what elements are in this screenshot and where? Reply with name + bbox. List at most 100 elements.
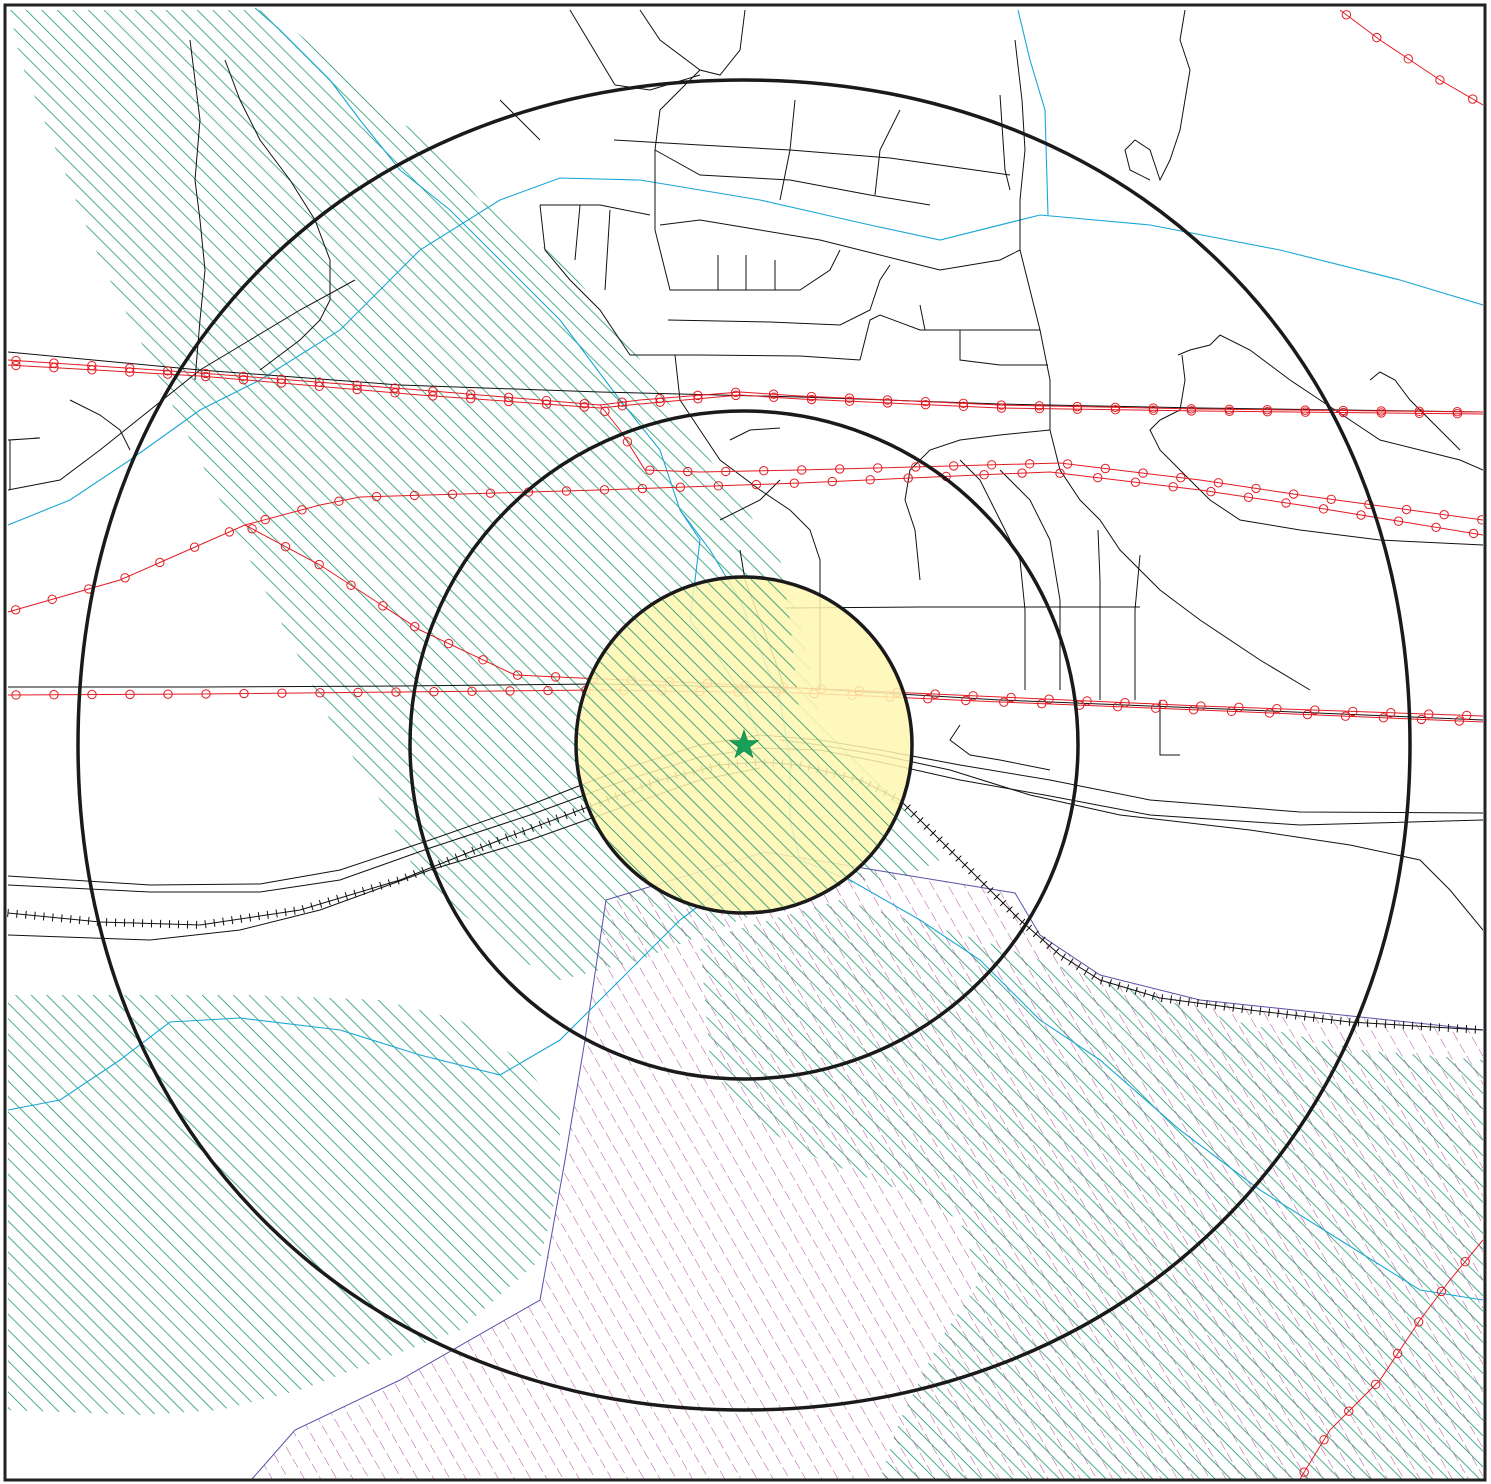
power-line-symbol: [390, 388, 400, 398]
railway-tie: [1348, 1017, 1351, 1026]
railway-tie: [387, 879, 392, 888]
power-line-symbol: [645, 465, 655, 475]
railway-tie: [1339, 1016, 1342, 1025]
railway-tie: [1108, 979, 1112, 988]
road: [7, 437, 41, 490]
stream: [7, 177, 1483, 526]
power-line-symbol: [1462, 710, 1472, 721]
road: [719, 479, 781, 521]
railway-tie: [1295, 1011, 1297, 1020]
railway-tie: [446, 856, 451, 865]
railway-tie: [257, 912, 260, 921]
power-line-symbol: [882, 398, 893, 408]
power-line-symbol: [579, 402, 590, 412]
power-line-symbol: [1213, 478, 1224, 488]
power-line-symbol: [1370, 1379, 1381, 1390]
power-line-symbol: [87, 689, 97, 700]
road: [1159, 354, 1186, 421]
power-line-symbol: [276, 378, 287, 388]
buffer-ring-middle: [408, 409, 1080, 1081]
power-line-symbol: [1431, 522, 1441, 533]
power-line-symbol: [189, 542, 200, 552]
railway-tie: [1205, 1000, 1208, 1009]
power-line-symbol: [447, 489, 458, 500]
power-line-symbol: [961, 695, 971, 706]
power-line-symbol: [713, 481, 724, 491]
road: [1097, 529, 1101, 700]
power-line-symbol: [505, 686, 515, 696]
railway-tie: [1151, 992, 1156, 1000]
railway-tie: [936, 836, 943, 843]
power-line-symbol: [721, 466, 731, 477]
power-line-symbol: [873, 463, 883, 473]
power-line-symbol: [503, 396, 514, 407]
power-line-symbol: [541, 395, 552, 406]
power-line-symbol: [579, 398, 590, 409]
power-line-symbol: [996, 400, 1007, 410]
road: [999, 469, 1061, 690]
road: [189, 39, 206, 381]
railway-tie: [42, 912, 45, 921]
power-line-symbol: [949, 461, 959, 471]
power-line-symbol: [163, 689, 173, 699]
road: [779, 99, 796, 201]
power-line-symbol: [675, 482, 686, 492]
power-line-symbol: [923, 694, 933, 704]
power-line-symbol: [466, 393, 476, 404]
star-icon[interactable]: [728, 729, 760, 759]
power-line-symbol: [617, 397, 627, 407]
power-line-symbol: [1100, 463, 1111, 474]
power-line-symbol: [827, 476, 837, 487]
power-line-symbol: [1460, 1257, 1470, 1267]
power-line-symbol: [200, 368, 211, 379]
railway-tie: [78, 915, 81, 925]
railway-tie: [1286, 1010, 1289, 1019]
power-line-symbol: [467, 686, 477, 696]
power-line-symbol: [1401, 504, 1412, 515]
railway-tie: [1143, 989, 1147, 998]
site-marker[interactable]: [728, 729, 760, 759]
railway-tie: [471, 846, 476, 855]
power-line-symbol: [378, 601, 388, 611]
power-line-symbol: [1288, 489, 1299, 499]
road: [499, 99, 541, 141]
railway-tie: [1241, 1004, 1244, 1014]
railway-tie: [454, 853, 459, 862]
power-line-symbol: [637, 483, 648, 494]
power-line-symbol: [1310, 705, 1320, 715]
power-line-symbol: [1072, 401, 1082, 412]
power-line-symbol: [391, 687, 401, 697]
railway-tie: [204, 920, 207, 929]
power-line-symbol: [11, 690, 21, 700]
power-line-symbol: [1468, 528, 1479, 539]
power-line-symbol: [1439, 509, 1449, 520]
power-line-symbol: [903, 473, 913, 483]
power-line-symbol: [1348, 706, 1358, 717]
wetland-area: [252, 852, 1483, 1479]
power-line-symbol: [751, 479, 762, 490]
power-line-symbol: [1386, 708, 1396, 718]
power-line-symbol: [1112, 702, 1123, 712]
power-line-symbol: [683, 466, 693, 477]
power-line-symbol: [428, 386, 438, 396]
power-line-symbol: [1168, 482, 1178, 492]
power-line-symbol: [155, 557, 165, 568]
power-line-symbol: [1414, 408, 1425, 419]
power-line-symbol: [797, 465, 807, 475]
railway-tie: [404, 873, 409, 882]
road: [1177, 334, 1483, 471]
road: [7, 279, 356, 491]
power-line-symbol: [87, 365, 97, 375]
power-line-symbol: [768, 389, 779, 399]
railway-tie: [1100, 976, 1104, 985]
railway-tie: [1091, 972, 1097, 980]
power-line: [1339, 9, 1483, 106]
railway-tie: [222, 917, 225, 926]
boundary-lines: [251, 851, 1483, 1479]
power-line-symbol: [1262, 407, 1273, 417]
power-line-symbol: [1110, 405, 1121, 415]
power-line-symbol: [280, 541, 291, 552]
power-line-symbol: [806, 391, 817, 402]
railway-tie: [980, 880, 988, 888]
power-line-symbol: [1344, 1406, 1354, 1416]
